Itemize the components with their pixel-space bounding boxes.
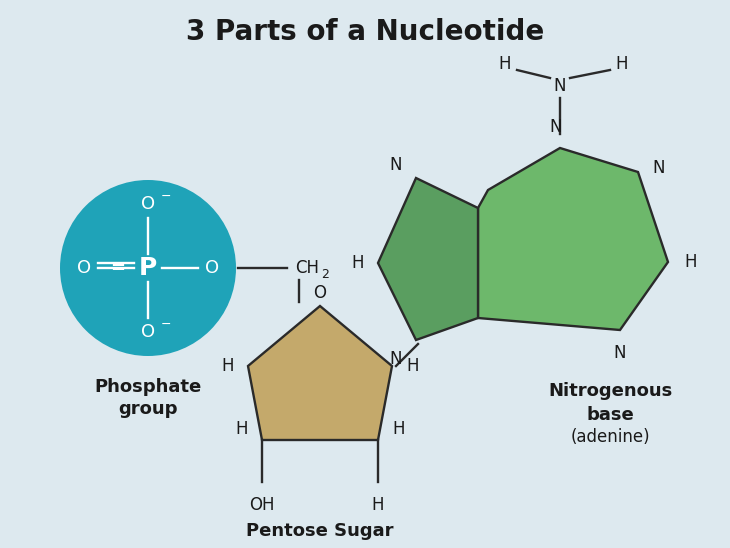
Text: N: N bbox=[390, 350, 402, 368]
Text: H: H bbox=[406, 357, 418, 375]
Text: H: H bbox=[236, 420, 248, 438]
Text: (adenine): (adenine) bbox=[570, 428, 650, 446]
Text: −: − bbox=[161, 190, 172, 203]
Text: Pentose Sugar: Pentose Sugar bbox=[246, 522, 393, 540]
Polygon shape bbox=[378, 178, 478, 340]
Text: H: H bbox=[221, 357, 234, 375]
Text: O: O bbox=[141, 195, 155, 213]
Text: OH: OH bbox=[249, 496, 274, 514]
Text: H: H bbox=[499, 55, 511, 73]
Text: N: N bbox=[614, 344, 626, 362]
Text: CH: CH bbox=[295, 259, 319, 277]
Text: 2: 2 bbox=[321, 267, 329, 281]
Text: O: O bbox=[205, 259, 219, 277]
Text: N: N bbox=[550, 118, 562, 136]
Text: O: O bbox=[77, 259, 91, 277]
Text: P: P bbox=[139, 256, 157, 280]
Polygon shape bbox=[248, 306, 392, 440]
Text: N: N bbox=[554, 77, 566, 95]
Text: H: H bbox=[684, 253, 696, 271]
Text: H: H bbox=[392, 420, 404, 438]
Text: −: − bbox=[161, 317, 172, 330]
Polygon shape bbox=[478, 148, 668, 330]
Text: H: H bbox=[352, 254, 364, 272]
Text: H: H bbox=[372, 496, 384, 514]
Text: Phosphate
group: Phosphate group bbox=[94, 378, 201, 418]
Text: Nitrogenous
base: Nitrogenous base bbox=[548, 382, 672, 424]
Text: O: O bbox=[313, 284, 326, 302]
Circle shape bbox=[60, 180, 236, 356]
Text: H: H bbox=[615, 55, 629, 73]
Text: N: N bbox=[652, 159, 664, 177]
Text: N: N bbox=[390, 156, 402, 174]
Text: 3 Parts of a Nucleotide: 3 Parts of a Nucleotide bbox=[186, 18, 544, 46]
Text: =: = bbox=[110, 259, 126, 277]
Text: O: O bbox=[141, 323, 155, 341]
